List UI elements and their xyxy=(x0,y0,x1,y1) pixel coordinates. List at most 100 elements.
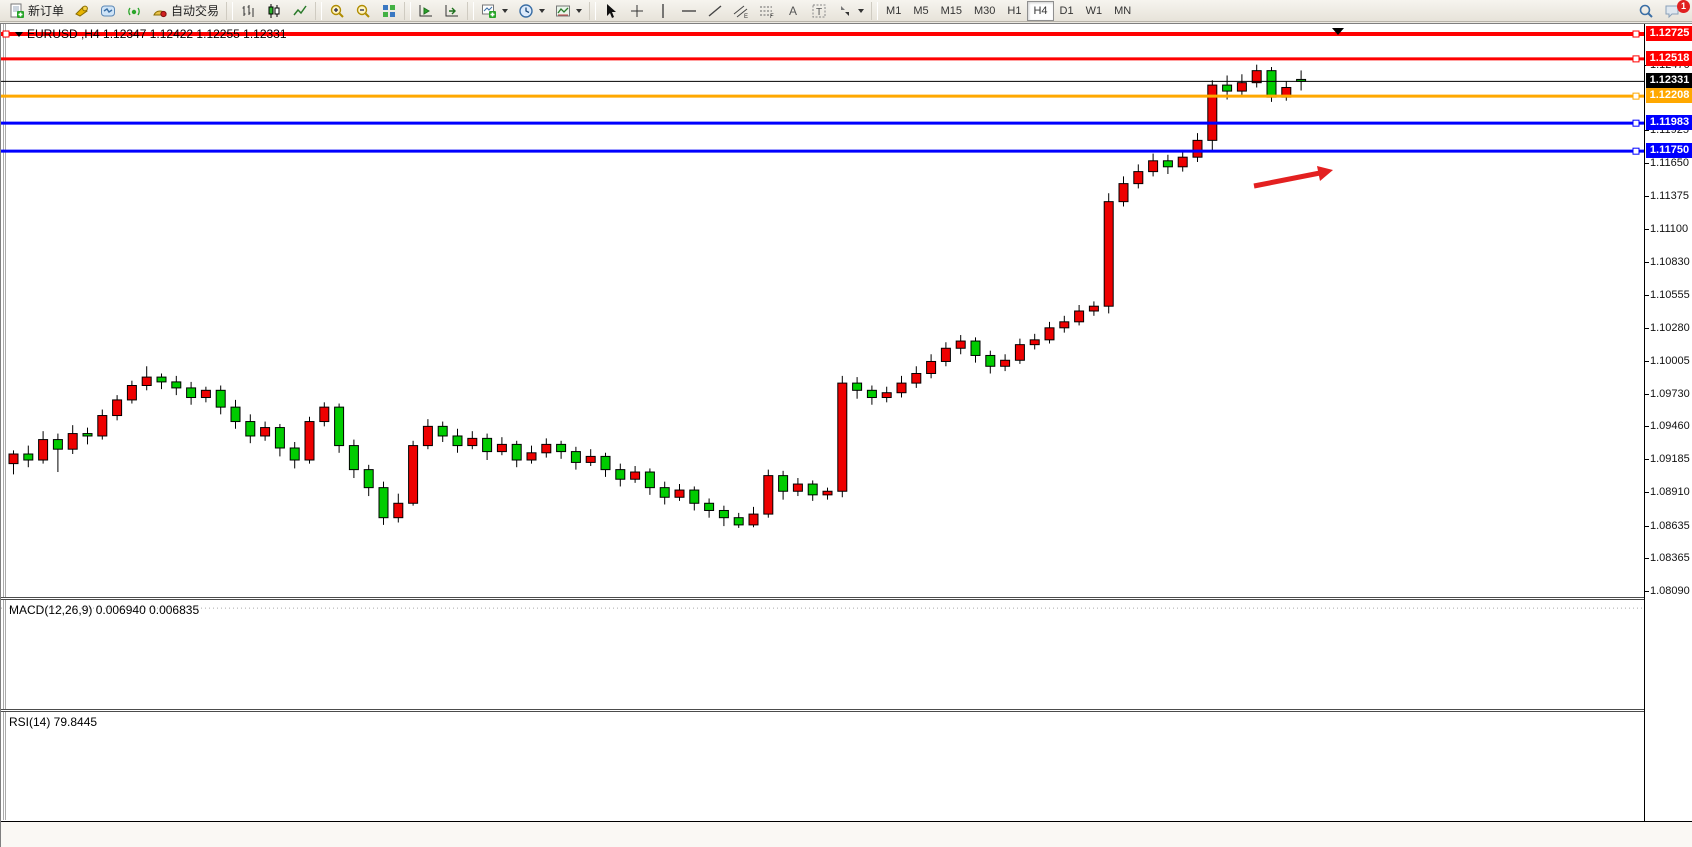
market-depth-button[interactable] xyxy=(69,1,95,21)
price-axis-tick: 1.10555 xyxy=(1650,288,1690,301)
svg-text:T: T xyxy=(816,7,822,18)
metaeditor-button[interactable] xyxy=(95,1,121,21)
timeframe-button-M30[interactable]: M30 xyxy=(968,1,1001,21)
candle xyxy=(926,360,937,374)
templates-icon xyxy=(555,3,571,19)
price-axis[interactable]: 1.124701.119251.116501.113751.111001.108… xyxy=(1644,24,1692,821)
candle xyxy=(585,455,596,463)
macd-pane[interactable]: MACD(12,26,9) 0.006940 0.006835 xyxy=(1,600,1644,708)
macd-label: MACD(12,26,9) 0.006940 0.006835 xyxy=(9,603,200,617)
autotrading-button[interactable]: 自动交易 xyxy=(147,1,224,21)
crosshair-button[interactable] xyxy=(624,1,650,21)
search-button[interactable] xyxy=(1633,1,1659,21)
chart-shift-button[interactable] xyxy=(439,1,465,21)
timeframe-button-H1[interactable]: H1 xyxy=(1001,1,1027,21)
hline-anchor[interactable] xyxy=(2,30,10,38)
vertical-line-button[interactable] xyxy=(650,1,676,21)
price-axis-tick: 1.08090 xyxy=(1650,584,1690,597)
candle xyxy=(274,427,285,449)
candle xyxy=(186,387,197,399)
timeframe-button-H4[interactable]: H4 xyxy=(1027,0,1054,21)
timeframe-button-D1[interactable]: D1 xyxy=(1054,1,1080,21)
macd-canvas[interactable] xyxy=(1,600,1644,708)
line-chart-button[interactable] xyxy=(287,1,313,21)
zoom-in-button[interactable] xyxy=(324,1,350,21)
candlestick-chart-button[interactable] xyxy=(261,1,287,21)
candle xyxy=(319,406,330,423)
candle xyxy=(452,435,463,447)
indicators-button[interactable] xyxy=(476,1,513,21)
cursor-button[interactable] xyxy=(598,1,624,21)
price-axis-tick: 1.09185 xyxy=(1650,453,1690,466)
equidistant-channel-button[interactable]: E xyxy=(728,1,754,21)
svg-text:E: E xyxy=(744,14,748,19)
toolbar-separator xyxy=(589,1,597,20)
candle xyxy=(23,453,34,461)
timeframe-button-M1[interactable]: M1 xyxy=(880,1,907,21)
candle xyxy=(1266,70,1277,98)
chart-shift-marker[interactable] xyxy=(1332,28,1344,35)
price-chart-pane[interactable]: EURUSD ,H4 1.12347 1.12422 1.12255 1.123… xyxy=(1,25,1644,597)
candle xyxy=(171,381,182,389)
zoom-out-button[interactable] xyxy=(350,1,376,21)
fibonacci-icon: F xyxy=(759,3,775,19)
hline-anchor[interactable] xyxy=(1632,55,1640,63)
arrows-icon xyxy=(837,3,853,19)
tile-windows-button[interactable] xyxy=(376,1,402,21)
time-axis[interactable] xyxy=(1,821,1692,847)
timeframe-button-M5[interactable]: M5 xyxy=(907,1,934,21)
candle xyxy=(1177,156,1188,168)
signals-button[interactable] xyxy=(121,1,147,21)
price-chart-canvas[interactable] xyxy=(1,25,1644,597)
timeframe-button-W1[interactable]: W1 xyxy=(1080,1,1109,21)
candle xyxy=(1118,183,1129,203)
periods-button[interactable] xyxy=(513,1,550,21)
timeframe-button-MN[interactable]: MN xyxy=(1108,1,1137,21)
hline-anchor[interactable] xyxy=(1632,30,1640,38)
pane-splitter[interactable] xyxy=(1,597,1692,600)
new-order-button[interactable]: 新订单 xyxy=(4,1,69,21)
candle xyxy=(541,443,552,454)
timeframe-button-M15[interactable]: M15 xyxy=(935,1,968,21)
trendline-button[interactable] xyxy=(702,1,728,21)
text-button[interactable]: A xyxy=(780,1,806,21)
candle xyxy=(600,455,611,471)
arrow-annotation[interactable] xyxy=(1253,169,1326,189)
candle xyxy=(940,347,951,362)
arrow-annotation-head[interactable] xyxy=(1317,166,1333,181)
candle xyxy=(674,489,685,498)
zoom-out-icon xyxy=(355,3,371,19)
price-axis-tick: 1.08910 xyxy=(1650,486,1690,499)
svg-text:A: A xyxy=(789,4,797,18)
autotrading-label: 自动交易 xyxy=(171,4,220,18)
candle xyxy=(1133,171,1144,185)
line-chart-icon xyxy=(292,3,308,19)
pane-splitter[interactable] xyxy=(1,709,1692,712)
fibonacci-button[interactable]: F xyxy=(754,1,780,21)
candle xyxy=(496,443,507,453)
axis-tickmark xyxy=(1645,525,1649,527)
rsi-canvas[interactable] xyxy=(1,712,1644,820)
candle xyxy=(615,469,626,480)
signals-icon xyxy=(126,3,142,19)
axis-tickmark xyxy=(1645,196,1649,198)
candle xyxy=(260,427,271,437)
hline-price-label: 1.12725 xyxy=(1646,26,1692,41)
horizontal-line-button[interactable] xyxy=(676,1,702,21)
candle xyxy=(511,443,522,461)
rsi-pane[interactable]: RSI(14) 79.8445 xyxy=(1,712,1644,820)
arrows-button[interactable] xyxy=(832,1,869,21)
axis-tickmark xyxy=(1645,130,1649,132)
bar-chart-button[interactable] xyxy=(235,1,261,21)
price-axis-tick: 1.10005 xyxy=(1650,354,1690,367)
text-label-button[interactable]: T xyxy=(806,1,832,21)
templates-button[interactable] xyxy=(550,1,587,21)
axis-tickmark xyxy=(1645,261,1649,263)
hline-anchor[interactable] xyxy=(1632,147,1640,155)
notifications-button[interactable]: 1 xyxy=(1659,0,1690,21)
axis-tickmark xyxy=(1645,327,1649,329)
auto-scroll-button[interactable] xyxy=(413,1,439,21)
trendline-icon xyxy=(707,3,723,19)
hline-anchor[interactable] xyxy=(1632,119,1640,127)
hline-anchor[interactable] xyxy=(1632,92,1640,100)
